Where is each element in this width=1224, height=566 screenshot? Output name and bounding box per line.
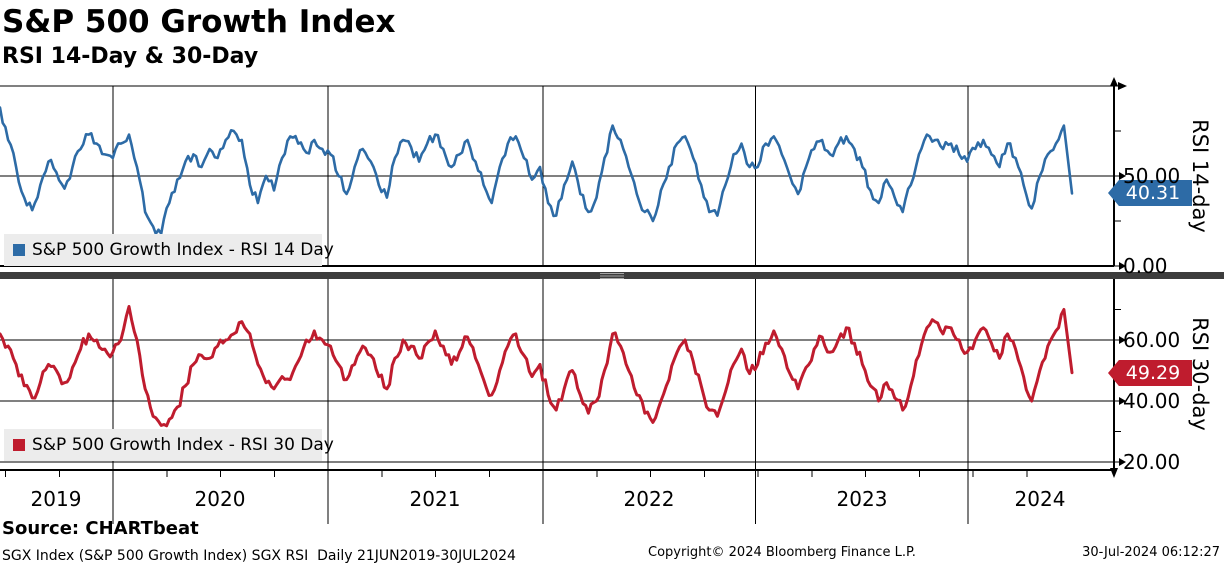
y-axis-title-rsi14: RSI 14-day [1188,119,1212,233]
divider-grip-icon[interactable] [600,273,624,279]
legend-swatch-rsi14-icon [13,244,25,256]
x-axis-year-label: 2019 [30,487,82,511]
y-tick-label: 20.00 [1123,450,1181,474]
y-axis-title-rsi30: RSI 30-day [1188,317,1212,431]
legend-rsi14[interactable]: S&P 500 Growth Index - RSI 14 Day [4,234,334,266]
legend-label-rsi14: S&P 500 Growth Index - RSI 14 Day [32,240,334,260]
source-label: Source: CHARTbeat [2,518,199,539]
page-title: S&P 500 Growth Index [2,4,396,40]
x-axis-year-label: 2022 [623,487,675,511]
last-value-badge-rsi14: 40.31 [1108,180,1192,206]
y-tick-label: 0.00 [1123,254,1168,278]
x-axis-year-label: 2024 [1014,487,1066,511]
copyright-text: Copyright© 2024 Bloomberg Finance L.P. [648,545,916,560]
x-axis-year-label: 2021 [409,487,461,511]
y-tick-label: 60.00 [1123,328,1181,352]
legend-rsi30[interactable]: S&P 500 Growth Index - RSI 30 Day [4,429,334,461]
y-tick-label: 50.00 [1123,164,1181,188]
chart-description: SGX Index (S&P 500 Growth Index) SGX RSI… [2,548,516,564]
x-axis-year-label: 2023 [836,487,888,511]
x-axis-year-label: 2020 [194,487,246,511]
page-subtitle: RSI 14-Day & 30-Day [2,44,259,69]
legend-swatch-rsi30-icon [13,439,25,451]
timestamp: 30-Jul-2024 06:12:27 [1082,545,1220,560]
legend-label-rsi30: S&P 500 Growth Index - RSI 30 Day [32,435,334,455]
y-tick-label: 40.00 [1123,389,1181,413]
last-value-badge-rsi30: 49.29 [1108,360,1192,386]
